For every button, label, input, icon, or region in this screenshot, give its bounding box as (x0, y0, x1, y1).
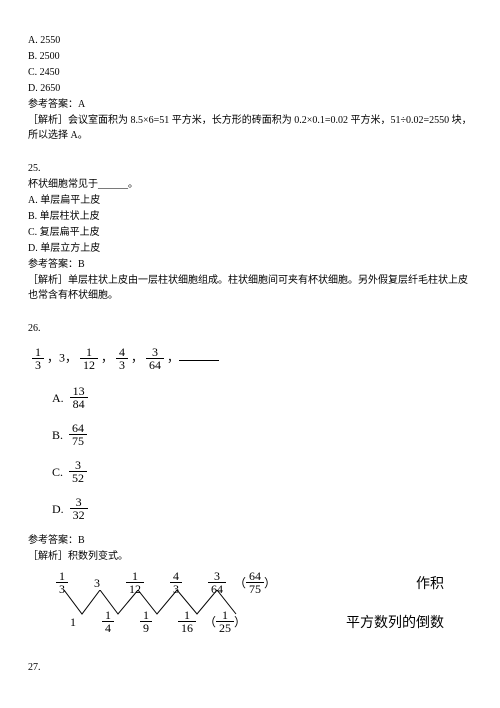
q26-diagram: 13 3 112 43 364 （6475） 1 14 19 116 （125）… (56, 570, 472, 634)
q25-opt-b: B. 单层柱状上皮 (28, 209, 472, 224)
q26-explanation: ［解析］积数列变式。 (28, 549, 472, 564)
q25-explanation: ［解析］单层柱状上皮由一层柱状细胞组成。柱状细胞间可夹有杯状细胞。另外假复层纤毛… (28, 273, 472, 303)
question-24-tail: A. 2550 B. 2500 C. 2450 D. 2650 参考答案：A ［… (28, 33, 472, 143)
frac-3-64: 364 (146, 346, 164, 371)
q25-number: 25. (28, 161, 472, 176)
q24-opt-c: C. 2450 (28, 65, 472, 80)
q25-stem: 杯状细胞常见于______。 (28, 177, 472, 192)
q26-opt-a: A. 1384 (52, 385, 472, 410)
q26-opt-b: B. 6475 (52, 422, 472, 447)
q25-opt-a: A. 单层扁平上皮 (28, 193, 472, 208)
frac-1-12: 112 (80, 346, 98, 371)
q25-answer: 参考答案：B (28, 257, 472, 272)
question-25: 25. 杯状细胞常见于______。 A. 单层扁平上皮 B. 单层柱状上皮 C… (28, 161, 472, 303)
diagram-bottom-row: 1 14 19 116 （125） (70, 609, 246, 634)
question-26: 26. 13 ，3， 112 ， 43 ， 364 ， A. 1384 B. 6… (28, 321, 472, 634)
frac-1-3: 13 (32, 346, 44, 371)
q24-explanation: ［解析］会议室面积为 8.5×6=51 平方米，长方形的砖面积为 0.2×0.1… (28, 113, 472, 143)
q26-answer: 参考答案：B (28, 533, 472, 548)
q24-opt-b: B. 2500 (28, 49, 472, 64)
q26-opt-c: C. 352 (52, 459, 472, 484)
q26-sequence: 13 ，3， 112 ， 43 ， 364 ， (32, 346, 472, 371)
q27-number: 27. (28, 660, 472, 675)
q25-opt-d: D. 单层立方上皮 (28, 241, 472, 256)
blank (179, 350, 219, 361)
q24-answer: 参考答案：A (28, 97, 472, 112)
q26-number: 26. (28, 321, 472, 336)
frac-4-3: 43 (116, 346, 128, 371)
diagram-label-product: 作积 (416, 574, 444, 595)
question-27: 27. (28, 660, 472, 675)
q24-opt-a: A. 2550 (28, 33, 472, 48)
q25-opt-c: C. 复层扁平上皮 (28, 225, 472, 240)
diagram-label-reciprocal: 平方数列的倒数 (346, 613, 444, 634)
q24-opt-d: D. 2650 (28, 81, 472, 96)
q26-opt-d: D. 332 (52, 496, 472, 521)
